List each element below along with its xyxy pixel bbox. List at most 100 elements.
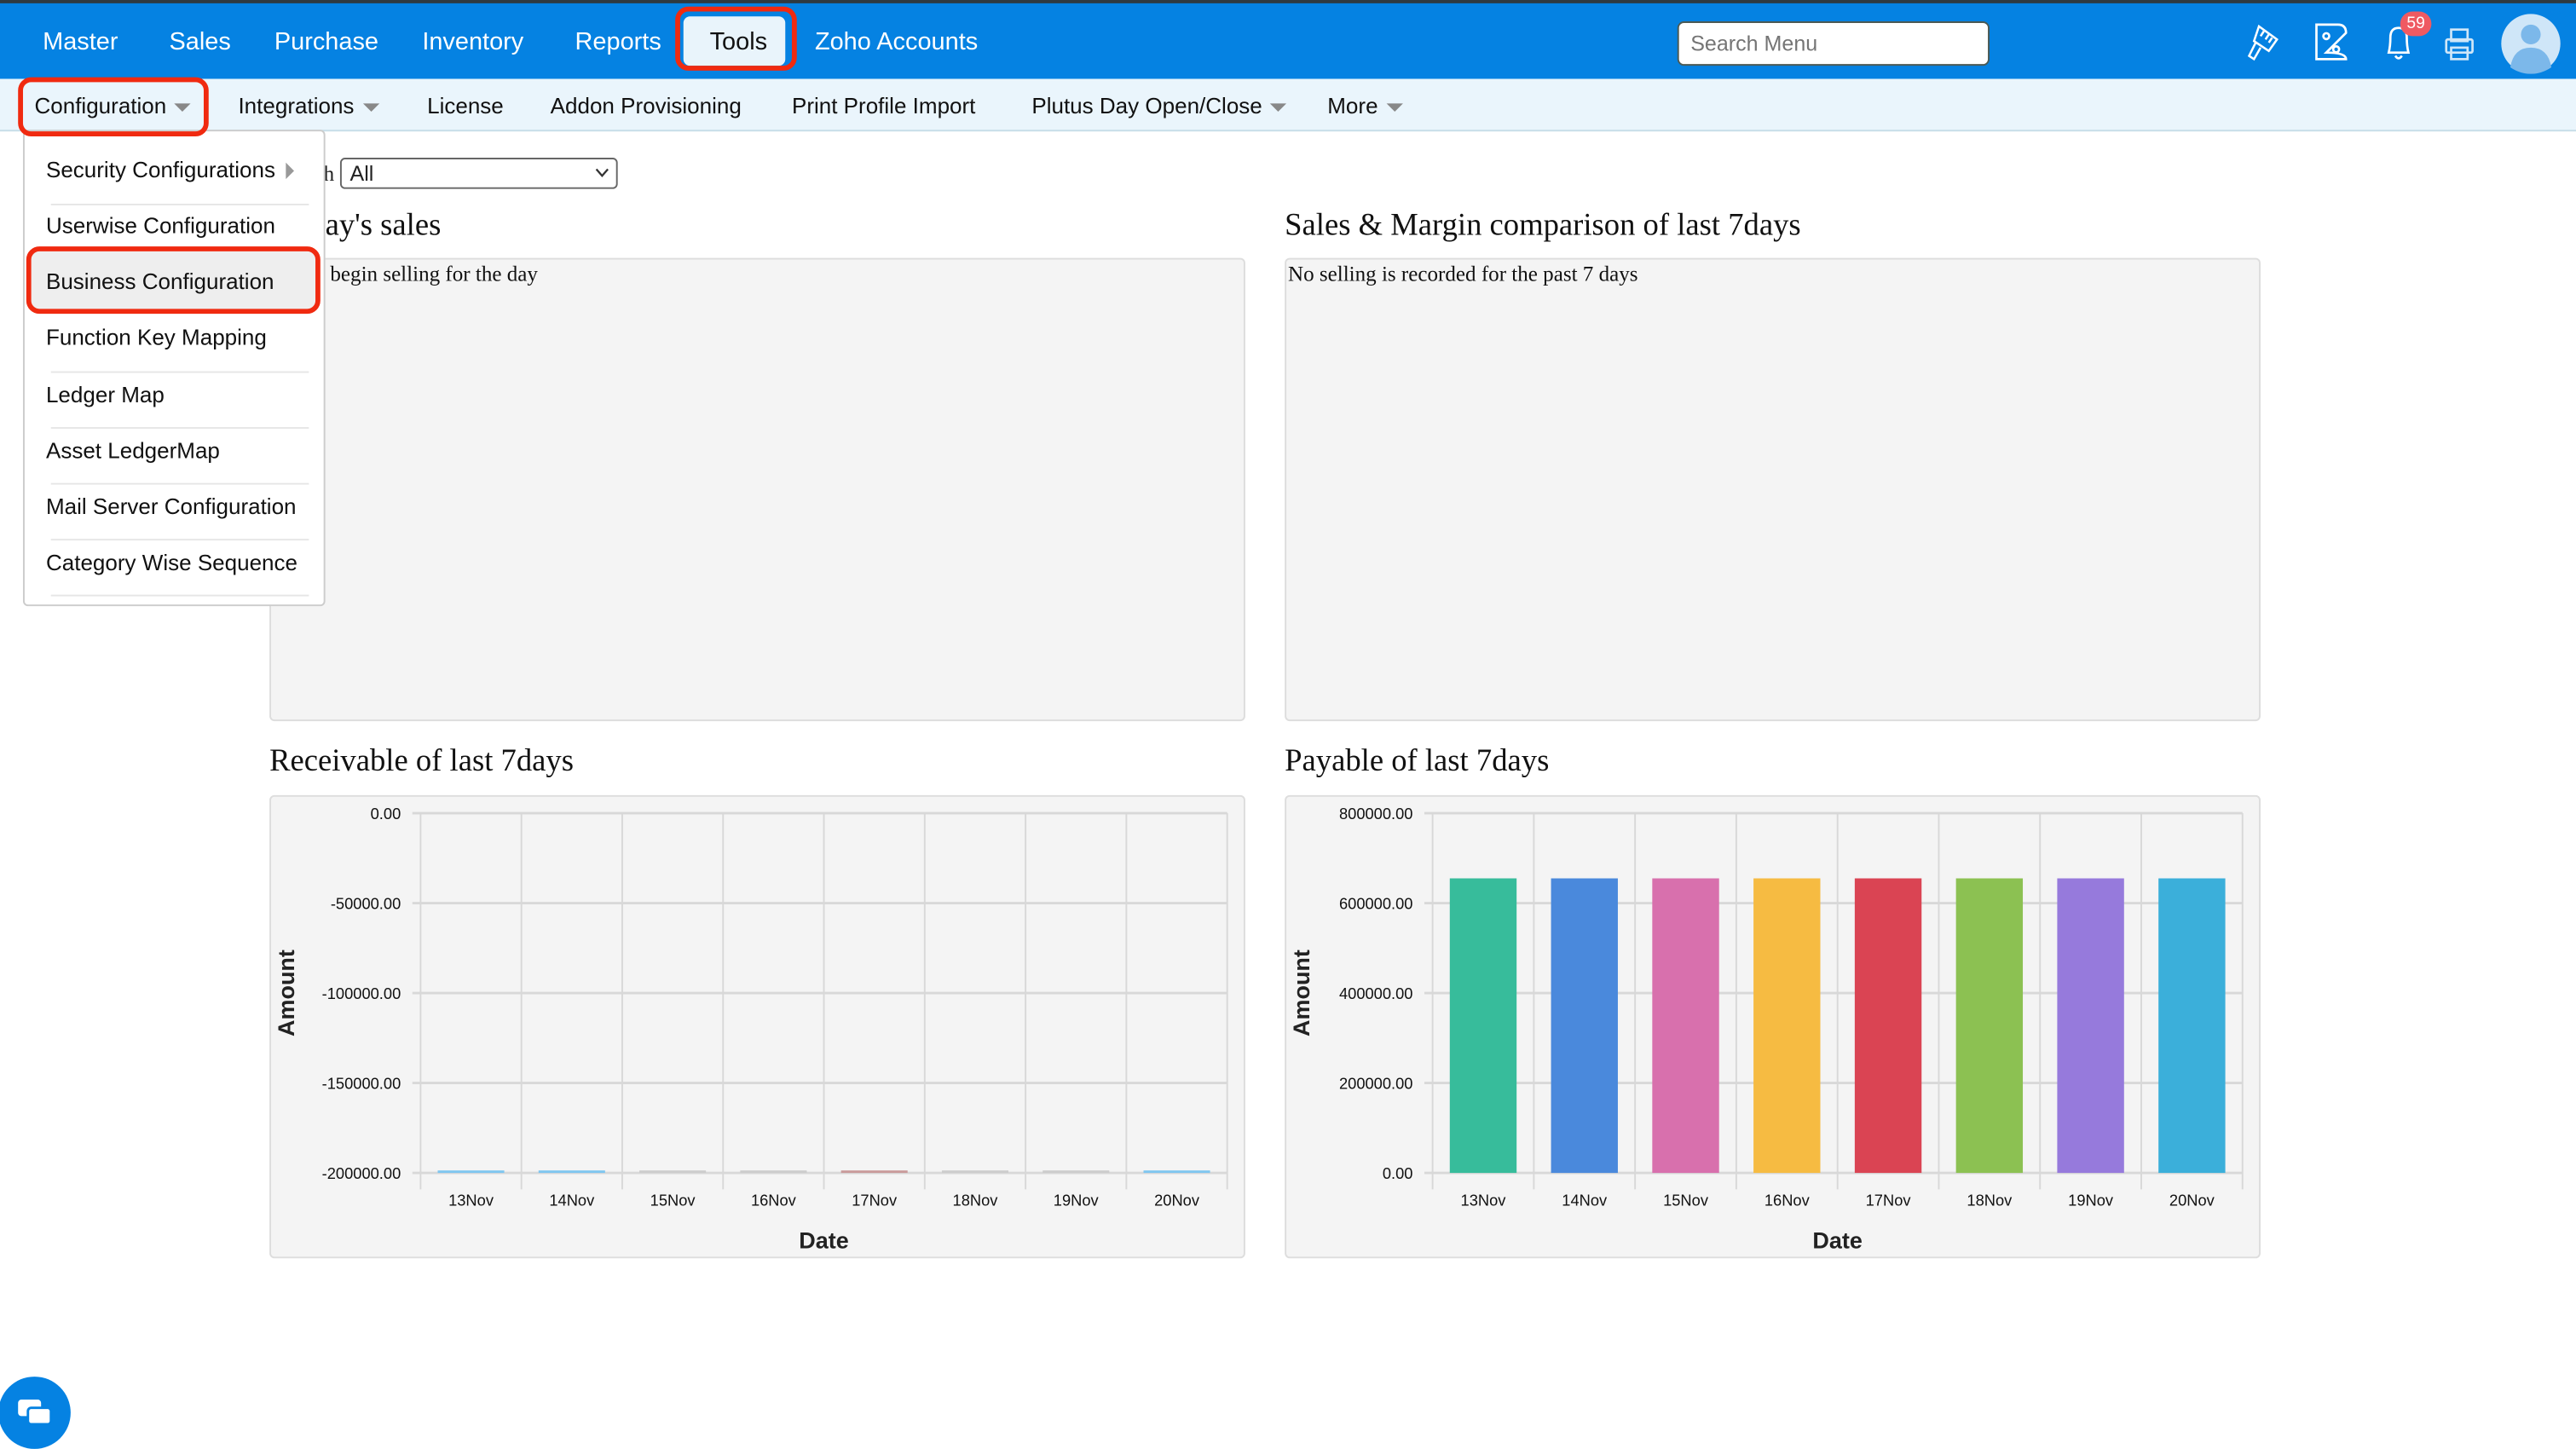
- receivable-chart-panel: 0.00 -50000.00 -100000.00 -150000.00 -200000…: [269, 794, 1245, 1259]
- bar-19Nov: [2057, 878, 2124, 1174]
- menu-item-security-configurations[interactable]: Security Configurations: [46, 158, 307, 182]
- chevron-down-icon: [362, 103, 379, 112]
- menu-item-ledger-map[interactable]: Ledger Map: [45, 383, 165, 407]
- chevron-down-icon: [174, 103, 192, 112]
- subnav-plutus-day[interactable]: Plutus Day Open/Close: [1031, 93, 1287, 118]
- bar-18Nov: [941, 1170, 1009, 1174]
- bar-17Nov: [840, 1170, 908, 1174]
- bar-13Nov: [1449, 878, 1517, 1174]
- filter-label: h: [323, 160, 335, 186]
- brush-icon[interactable]: [2244, 23, 2280, 62]
- integrations-label: Integrations: [238, 93, 355, 118]
- receivable-title: Receivable of last 7days: [269, 744, 574, 779]
- menu-item-mail-server-configuration[interactable]: Mail Server Configuration: [45, 494, 297, 520]
- bar-14Nov: [538, 1170, 605, 1174]
- y-tick-label: -50000.00: [331, 894, 401, 912]
- subnav-more[interactable]: More: [1327, 93, 1403, 118]
- bar-20Nov: [2158, 878, 2226, 1174]
- x-axis-title: Date: [1812, 1228, 1862, 1254]
- divider: [50, 371, 309, 373]
- payable-title: Payable of last 7days: [1285, 744, 1550, 779]
- bar-15Nov: [1652, 878, 1719, 1174]
- chat-button[interactable]: [0, 1377, 71, 1449]
- payable-chart-panel: 800000.00 600000.00 400000.00 200000.00 0.00…: [1285, 794, 2261, 1259]
- configuration-dropdown: Security Configurations Userwise Configu…: [22, 130, 326, 607]
- y-tick-label: -100000.00: [322, 984, 401, 1002]
- x-tick-label: 19Nov: [1054, 1192, 1100, 1209]
- menu-item-userwise-configuration[interactable]: Userwise Configuration: [45, 213, 275, 239]
- nav-reports[interactable]: Reports: [575, 27, 661, 56]
- y-axis-title: Amount: [1289, 950, 1314, 1036]
- nav-tools[interactable]: Tools: [709, 27, 768, 56]
- subnav-configuration[interactable]: Configuration: [34, 94, 192, 118]
- more-label: More: [1327, 93, 1378, 118]
- y-axis-title: Amount: [274, 950, 299, 1036]
- subnav-license[interactable]: License: [427, 93, 504, 118]
- bar-19Nov: [1043, 1170, 1110, 1174]
- divider: [50, 539, 309, 541]
- x-tick-label: 17Nov: [852, 1192, 898, 1209]
- today-sales-panel: [269, 257, 1245, 722]
- margin-title: Sales & Margin comparison of last 7days: [1285, 208, 1801, 244]
- plutus-day-label: Plutus Day Open/Close: [1031, 93, 1262, 118]
- bar-20Nov: [1143, 1170, 1210, 1174]
- payable-chart: 800000.00 600000.00 400000.00 200000.00 0.00…: [1289, 805, 2244, 1254]
- highlight-bg: [29, 249, 317, 311]
- x-tick-label: 19Nov: [2068, 1192, 2114, 1209]
- zoho-books-icon[interactable]: [2313, 21, 2349, 62]
- menu-item-asset-ledgermap[interactable]: Asset LedgerMap: [45, 438, 220, 464]
- chevron-right-icon: [285, 163, 294, 180]
- x-tick-label: 20Nov: [2169, 1192, 2215, 1209]
- menu-item-function-key-mapping[interactable]: Function Key Mapping: [45, 325, 267, 350]
- filter-value: All: [349, 160, 374, 186]
- y-tick-label: 0.00: [371, 805, 401, 823]
- x-axis-title: Date: [799, 1228, 848, 1254]
- bar-16Nov: [740, 1170, 807, 1174]
- bar-14Nov: [1551, 878, 1618, 1174]
- y-tick-label: -150000.00: [322, 1074, 401, 1092]
- today-sales-title: ay's sales: [325, 208, 442, 244]
- y-tick-label: 0.00: [1383, 1164, 1413, 1182]
- subnav-print-profile-import[interactable]: Print Profile Import: [791, 93, 976, 118]
- nav-master[interactable]: Master: [43, 27, 118, 56]
- bell-icon[interactable]: [2383, 23, 2416, 62]
- divider: [50, 594, 309, 597]
- filter-select[interactable]: All: [339, 158, 618, 189]
- bar-18Nov: [1955, 878, 2024, 1174]
- x-tick-label: 14Nov: [549, 1192, 595, 1209]
- subnav-integrations[interactable]: Integrations: [238, 93, 379, 118]
- tools-highlight: [675, 6, 797, 71]
- avatar-icon[interactable]: [2500, 13, 2561, 74]
- x-tick-label: 20Nov: [1154, 1192, 1200, 1209]
- printer-icon[interactable]: [2443, 26, 2476, 62]
- nav-inventory[interactable]: Inventory: [422, 27, 524, 56]
- x-tick-label: 13Nov: [1461, 1192, 1507, 1209]
- divider: [50, 482, 309, 485]
- y-tick-label: -200000.00: [322, 1164, 401, 1182]
- receivable-chart: 0.00 -50000.00 -100000.00 -150000.00 -200000…: [274, 805, 1228, 1254]
- sub-navbar: Configuration Integrations License Addon…: [0, 78, 2576, 132]
- subnav-addon-provisioning[interactable]: Addon Provisioning: [550, 93, 742, 118]
- nav-purchase[interactable]: Purchase: [274, 27, 379, 56]
- nav-sales[interactable]: Sales: [169, 27, 231, 56]
- chat-icon: [18, 1400, 53, 1426]
- bar-13Nov: [437, 1170, 505, 1174]
- search-menu-input[interactable]: [1677, 21, 1990, 66]
- configuration-highlight: [18, 77, 209, 136]
- x-tick-label: 17Nov: [1866, 1192, 1912, 1209]
- x-tick-label: 13Nov: [448, 1192, 494, 1209]
- chevron-down-icon: [1270, 103, 1287, 112]
- bar-15Nov: [639, 1170, 707, 1174]
- divider: [50, 427, 309, 430]
- chevron-down-icon: [595, 168, 609, 177]
- y-tick-label: 400000.00: [1339, 984, 1413, 1002]
- x-tick-label: 15Nov: [650, 1192, 696, 1209]
- menu-item-category-wise-sequence[interactable]: Category Wise Sequence: [45, 550, 298, 575]
- today-sales-text: begin selling for the day: [330, 261, 538, 286]
- margin-text: No selling is recorded for the past 7 da…: [1288, 261, 1638, 286]
- x-tick-label: 18Nov: [953, 1192, 999, 1209]
- x-tick-label: 15Nov: [1663, 1192, 1709, 1209]
- tools-active-bg: [683, 16, 786, 66]
- menu-item-business-configuration[interactable]: Business Configuration: [45, 269, 274, 294]
- nav-zoho-accounts[interactable]: Zoho Accounts: [814, 27, 979, 56]
